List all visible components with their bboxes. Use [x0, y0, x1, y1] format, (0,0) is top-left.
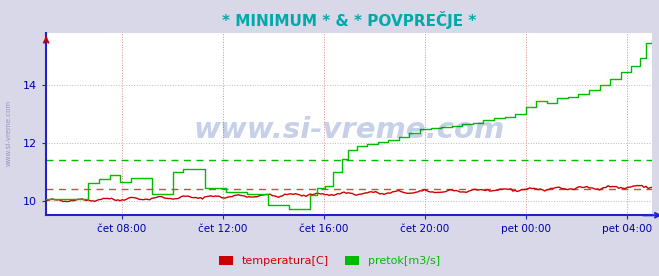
- Text: www.si-vreme.com: www.si-vreme.com: [194, 116, 505, 144]
- Legend: temperatura[C], pretok[m3/s]: temperatura[C], pretok[m3/s]: [215, 251, 444, 270]
- Text: www.si-vreme.com: www.si-vreme.com: [5, 99, 12, 166]
- Title: * MINIMUM * & * POVPREČJE *: * MINIMUM * & * POVPREČJE *: [222, 11, 476, 29]
